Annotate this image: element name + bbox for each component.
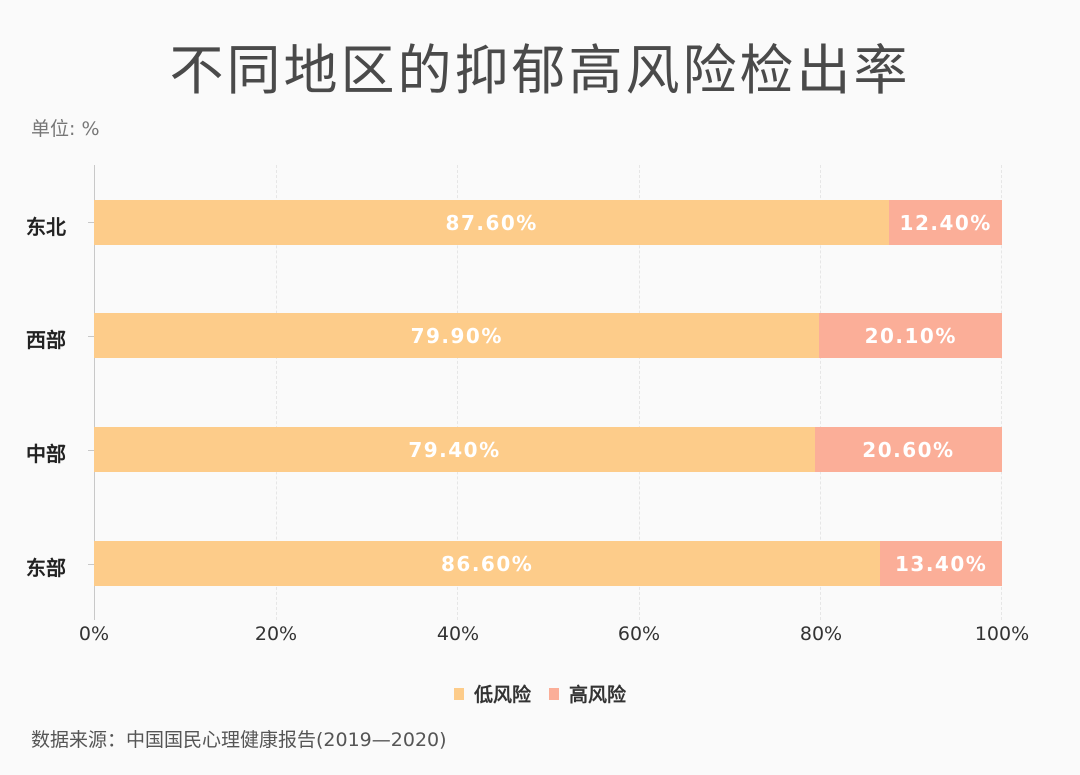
legend-swatch-low-risk: [453, 687, 464, 700]
gridline-100: [1001, 165, 1002, 620]
data-label: 12.40%: [899, 210, 992, 235]
bar-segment-low-risk: 86.60%: [94, 541, 881, 586]
bar-segment-high-risk: 20.10%: [819, 313, 1002, 358]
data-label: 86.60%: [441, 551, 534, 576]
chart-title: 不同地区的抑郁高风险检出率: [169, 39, 911, 102]
x-tick-label: 100%: [974, 623, 1030, 645]
data-label: 20.60%: [862, 437, 955, 462]
data-label: 79.40%: [408, 437, 501, 462]
legend-item-high-risk[interactable]: 高风险: [549, 680, 626, 707]
y-axis-line: [94, 165, 95, 620]
bar-row-dongbei: 87.60% 12.40%: [94, 200, 1002, 245]
x-tick-label: 40%: [436, 623, 480, 645]
unit-label: 单位: %: [31, 118, 100, 140]
data-label: 20.10%: [864, 323, 957, 348]
gridline-20: [275, 165, 277, 620]
x-tick-label: 0%: [78, 623, 110, 645]
bar-row-zhongbu: 79.40% 20.60%: [94, 427, 1002, 472]
bar-row-dongbu: 86.60% 13.40%: [94, 541, 1002, 586]
legend: 低风险 高风险: [0, 680, 1080, 707]
gridline-40: [457, 165, 459, 620]
legend-label: 高风险: [569, 684, 627, 706]
plot-area: 87.60% 12.40% 79.90% 20.10% 79.40% 20.60…: [88, 165, 1002, 620]
bar-segment-high-risk: 20.60%: [814, 427, 1002, 472]
bar-row-xibu: 79.90% 20.10%: [94, 313, 1002, 358]
category-label-dongbu: 东部: [26, 556, 66, 580]
category-label-zhongbu: 中部: [26, 442, 66, 466]
gridline-80: [820, 165, 822, 620]
x-tick-label: 20%: [254, 623, 298, 645]
y-tick: [88, 564, 94, 565]
bar-segment-high-risk: 13.40%: [880, 541, 1002, 586]
data-label: 87.60%: [445, 210, 538, 235]
category-label-dongbei: 东北: [26, 215, 66, 239]
bar-segment-high-risk: 12.40%: [889, 200, 1002, 245]
x-tick-label: 80%: [799, 623, 843, 645]
legend-swatch-high-risk: [549, 687, 559, 700]
data-source: 数据来源：中国国民心理健康报告(2019—2020): [31, 729, 447, 751]
bar-segment-low-risk: 79.90%: [94, 313, 820, 358]
gridline-60: [638, 165, 640, 620]
data-label: 13.40%: [894, 551, 988, 576]
x-tick-label: 60%: [617, 623, 661, 645]
bar-segment-low-risk: 79.40%: [94, 427, 815, 472]
y-tick: [88, 336, 94, 337]
y-tick: [88, 450, 94, 451]
legend-label: 低风险: [473, 684, 531, 706]
category-label-xibu: 西部: [26, 328, 66, 352]
y-tick: [88, 222, 94, 223]
data-label: 79.90%: [410, 323, 503, 348]
bar-segment-low-risk: 87.60%: [94, 200, 890, 245]
legend-item-low-risk[interactable]: 低风险: [453, 680, 531, 707]
